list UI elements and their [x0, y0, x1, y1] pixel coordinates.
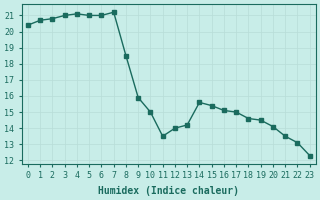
X-axis label: Humidex (Indice chaleur): Humidex (Indice chaleur): [98, 186, 239, 196]
